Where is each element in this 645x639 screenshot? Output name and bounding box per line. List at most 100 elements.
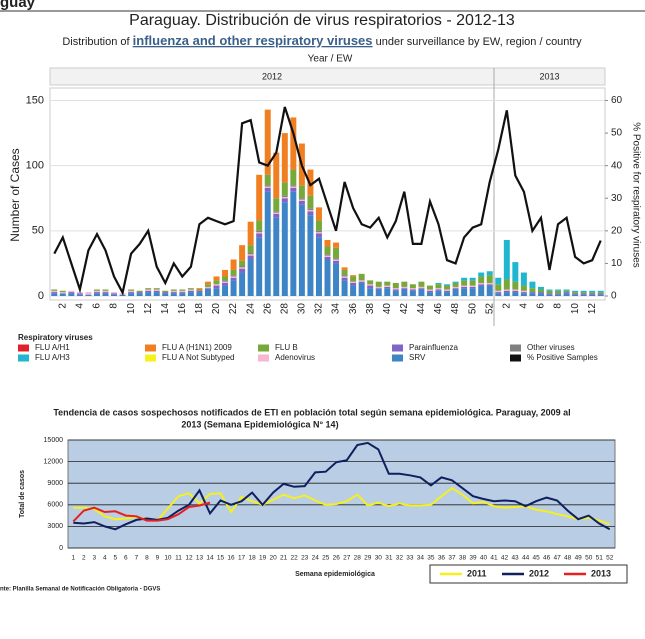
bar-segment xyxy=(367,285,374,289)
legend-label: Other viruses xyxy=(527,343,575,352)
x-tick-label: 32 xyxy=(314,303,325,315)
bar-segment xyxy=(375,289,382,296)
x-tick-label: 51 xyxy=(596,555,604,562)
bar-segment xyxy=(204,281,211,285)
bar-segment xyxy=(418,281,425,287)
legend-label: FLU A/H3 xyxy=(35,353,70,362)
bar-segment xyxy=(512,262,519,282)
legend-swatch xyxy=(258,354,269,362)
x-tick-label: 9 xyxy=(156,555,160,562)
bar-segment xyxy=(333,260,340,264)
bar-segment xyxy=(495,277,502,285)
y2-tick-label: 60 xyxy=(611,95,623,106)
x-tick-label: 12 xyxy=(185,555,193,562)
bar-segment xyxy=(213,285,220,289)
line-series xyxy=(72,501,211,523)
legend-swatch xyxy=(510,344,521,352)
bar-segment xyxy=(247,252,254,255)
y-tick-label: 150 xyxy=(26,94,44,106)
x-tick-label: 14 xyxy=(206,555,214,562)
x-tick-label: 25 xyxy=(322,555,330,562)
legend-label: 2012 xyxy=(529,568,549,578)
legend-label: SRV xyxy=(409,353,426,362)
legend-box xyxy=(429,564,628,584)
bar-segment xyxy=(572,292,579,294)
bar-segment xyxy=(76,294,83,296)
bar-segment xyxy=(213,284,220,286)
bar-segment xyxy=(290,191,297,296)
bar-segment xyxy=(444,289,451,291)
x-tick-label: 8 xyxy=(109,303,120,309)
bar-segment xyxy=(128,293,135,296)
bar-segment xyxy=(256,233,263,238)
bar-segment xyxy=(444,292,451,296)
bar-segment xyxy=(222,281,229,283)
legend-label: FLU A (H1N1) 2009 xyxy=(162,343,232,352)
bar-segment xyxy=(315,232,322,234)
bar-segment xyxy=(128,292,135,294)
bar-segment xyxy=(341,276,348,278)
bar-segment xyxy=(452,282,459,287)
chart-subtitle: Distribution of influenza and other resp… xyxy=(62,33,582,48)
y-tick-label: 15000 xyxy=(44,437,64,444)
bar-segment xyxy=(580,293,587,295)
bar-segment xyxy=(281,133,288,183)
x-tick-label: 24 xyxy=(245,303,256,315)
x-tick-label: 48 xyxy=(564,555,572,562)
y-tick-label: 0 xyxy=(59,545,63,552)
bar-segment xyxy=(119,294,126,296)
bar-segment xyxy=(401,288,408,290)
x-tick-label: 22 xyxy=(228,303,239,315)
bar-segment xyxy=(580,290,587,293)
bar-segment xyxy=(324,255,331,257)
bar-segment xyxy=(461,288,468,296)
bar-segment xyxy=(478,284,485,286)
bar-segment xyxy=(350,285,357,296)
bar-segment xyxy=(350,276,357,282)
bar-segment xyxy=(93,293,100,296)
bar-segment xyxy=(452,289,459,296)
bar-segment xyxy=(392,288,399,290)
bar-segment xyxy=(51,289,58,291)
x-tick-label: 15 xyxy=(217,555,225,562)
bar-segment xyxy=(495,293,502,296)
x-tick-label: 50 xyxy=(585,555,593,562)
bar-segment xyxy=(392,289,399,291)
x-tick-label: 28 xyxy=(354,555,362,562)
bar-segment xyxy=(239,267,246,269)
bar-segment xyxy=(68,292,75,294)
bar-segment xyxy=(281,196,288,199)
bar-segment xyxy=(529,292,536,294)
bar-segment xyxy=(315,233,322,238)
bar-segment xyxy=(392,282,399,289)
x-tick-label: 6 xyxy=(92,303,103,309)
bar-segment xyxy=(307,215,314,296)
bar-segment xyxy=(68,293,75,296)
x-tick-label: 14 xyxy=(160,303,171,315)
bar-segment xyxy=(170,290,177,293)
x-tick-label: 17 xyxy=(238,555,246,562)
bar-segment xyxy=(478,272,485,277)
bar-segment xyxy=(230,280,237,296)
bar-segment xyxy=(426,289,433,291)
x-tick-label: 21 xyxy=(280,555,288,562)
bar-segment xyxy=(179,290,186,293)
bar-segment xyxy=(315,207,322,221)
y2-tick-label: 10 xyxy=(611,258,623,269)
legend-swatch xyxy=(145,354,156,362)
bar-segment xyxy=(563,290,570,293)
bar-segment xyxy=(503,290,510,293)
bar-segment xyxy=(290,185,297,187)
bar-segment xyxy=(290,117,297,170)
x-tick-label: 16 xyxy=(227,555,235,562)
bar-segment xyxy=(264,191,271,296)
bar-segment xyxy=(222,280,229,282)
bar-segment xyxy=(247,254,254,256)
bar-segment xyxy=(230,275,237,277)
bar-segment xyxy=(589,293,596,295)
x-tick-label: 1 xyxy=(71,555,75,562)
bar-segment xyxy=(187,290,194,293)
bar-segment xyxy=(230,277,237,281)
bar-segment xyxy=(520,293,527,296)
x-tick-label: 4 xyxy=(75,303,86,309)
